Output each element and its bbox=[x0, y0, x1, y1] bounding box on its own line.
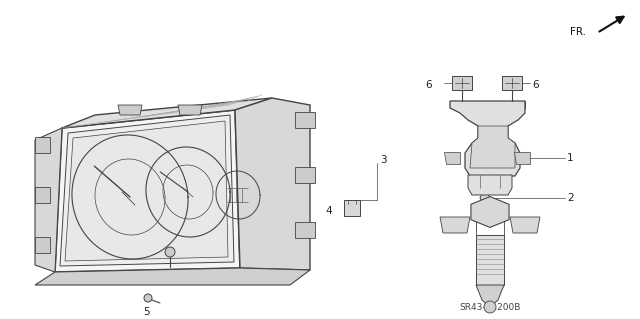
Polygon shape bbox=[55, 110, 240, 272]
Polygon shape bbox=[295, 167, 315, 183]
Polygon shape bbox=[468, 175, 512, 195]
Text: 6: 6 bbox=[426, 80, 432, 90]
Text: SR43-B1200B: SR43-B1200B bbox=[460, 302, 521, 311]
Polygon shape bbox=[178, 105, 202, 115]
Polygon shape bbox=[118, 105, 142, 115]
Polygon shape bbox=[65, 121, 228, 261]
Polygon shape bbox=[60, 115, 234, 266]
Polygon shape bbox=[470, 126, 515, 168]
Polygon shape bbox=[510, 217, 540, 233]
Circle shape bbox=[484, 301, 496, 313]
Polygon shape bbox=[35, 268, 310, 285]
Polygon shape bbox=[295, 112, 315, 128]
Text: 3: 3 bbox=[380, 155, 387, 165]
Polygon shape bbox=[440, 217, 470, 233]
Text: 1: 1 bbox=[567, 153, 573, 163]
Polygon shape bbox=[514, 152, 530, 164]
Text: FR.: FR. bbox=[570, 27, 586, 37]
Polygon shape bbox=[62, 98, 272, 128]
Circle shape bbox=[165, 247, 175, 257]
Polygon shape bbox=[35, 187, 50, 203]
Text: 4: 4 bbox=[325, 206, 332, 216]
Polygon shape bbox=[452, 76, 472, 90]
Polygon shape bbox=[476, 285, 504, 307]
Text: 5: 5 bbox=[143, 307, 149, 317]
Text: 2: 2 bbox=[567, 193, 573, 203]
Polygon shape bbox=[344, 200, 360, 216]
Polygon shape bbox=[480, 188, 490, 208]
Polygon shape bbox=[476, 235, 504, 285]
Polygon shape bbox=[471, 197, 509, 227]
Polygon shape bbox=[450, 101, 525, 176]
Polygon shape bbox=[444, 152, 460, 164]
Circle shape bbox=[144, 294, 152, 302]
Polygon shape bbox=[35, 128, 62, 272]
Polygon shape bbox=[35, 137, 50, 153]
Text: 6: 6 bbox=[532, 80, 539, 90]
Polygon shape bbox=[502, 76, 522, 90]
Polygon shape bbox=[235, 98, 310, 270]
Polygon shape bbox=[295, 222, 315, 238]
Polygon shape bbox=[35, 237, 50, 253]
